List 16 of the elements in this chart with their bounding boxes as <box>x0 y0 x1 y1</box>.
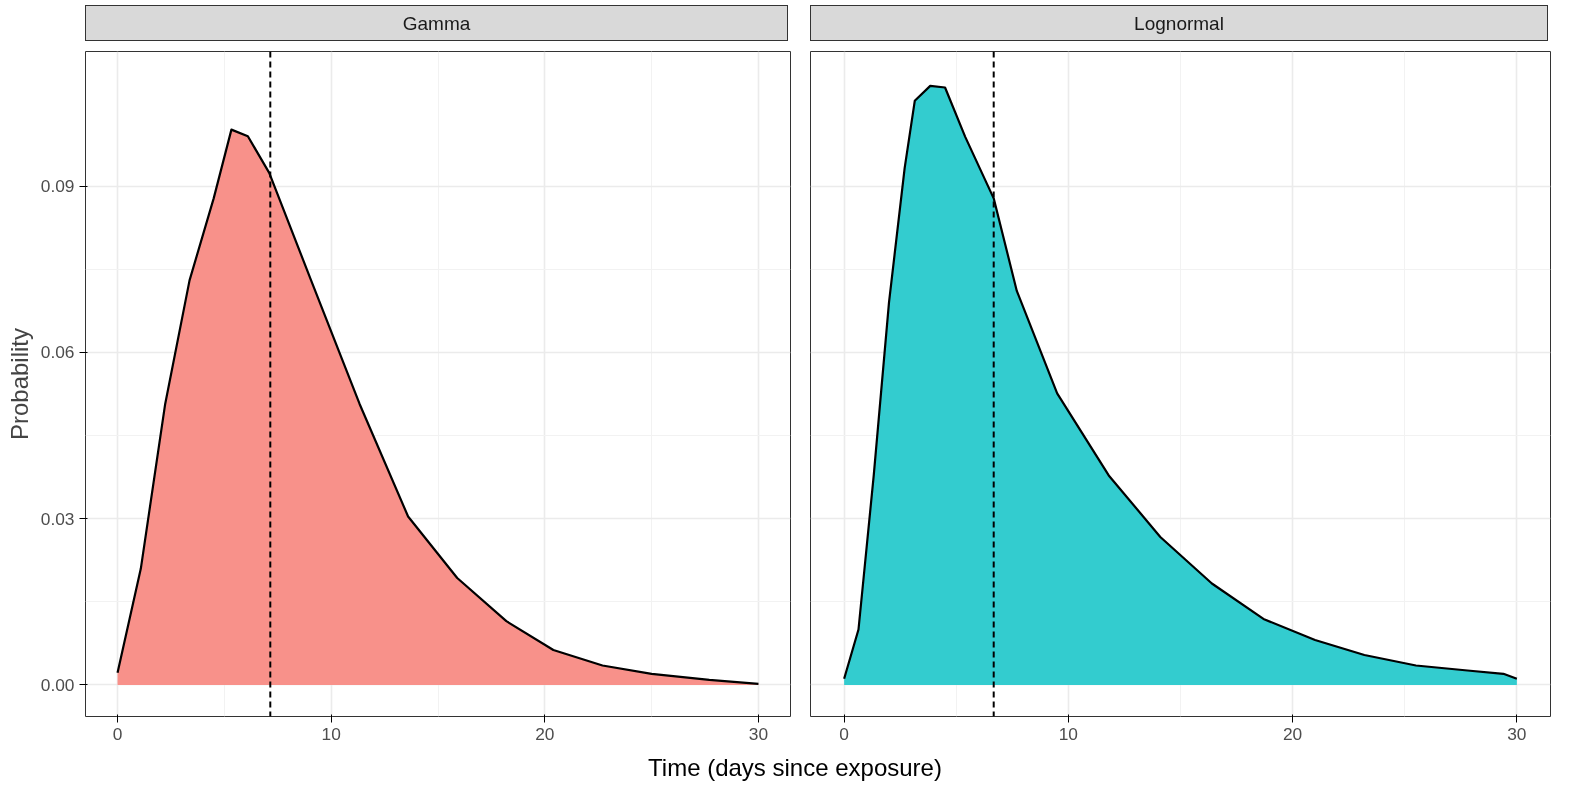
y-tick-label: 0.00 <box>40 674 75 695</box>
x-axis-title: Time (days since exposure) <box>648 753 942 783</box>
chart-title: Gamma <box>402 12 471 36</box>
x-tick-label: 0 <box>112 723 123 744</box>
x-tick-label: 30 <box>1507 723 1527 744</box>
y-tick-label: 0.09 <box>40 176 75 197</box>
y-tick-label: 0.03 <box>40 508 75 529</box>
chart-title: Lognormal <box>1134 12 1224 36</box>
x-tick-label: 30 <box>748 723 769 744</box>
x-tick-label: 10 <box>1058 723 1079 744</box>
x-tick-label: 0 <box>839 723 849 744</box>
y-axis-title: Probability <box>5 327 33 441</box>
x-tick-label: 20 <box>1282 723 1303 744</box>
x-tick-label: 20 <box>535 723 555 744</box>
x-tick-label: 10 <box>321 723 341 744</box>
y-tick-label: 0.06 <box>40 342 75 363</box>
